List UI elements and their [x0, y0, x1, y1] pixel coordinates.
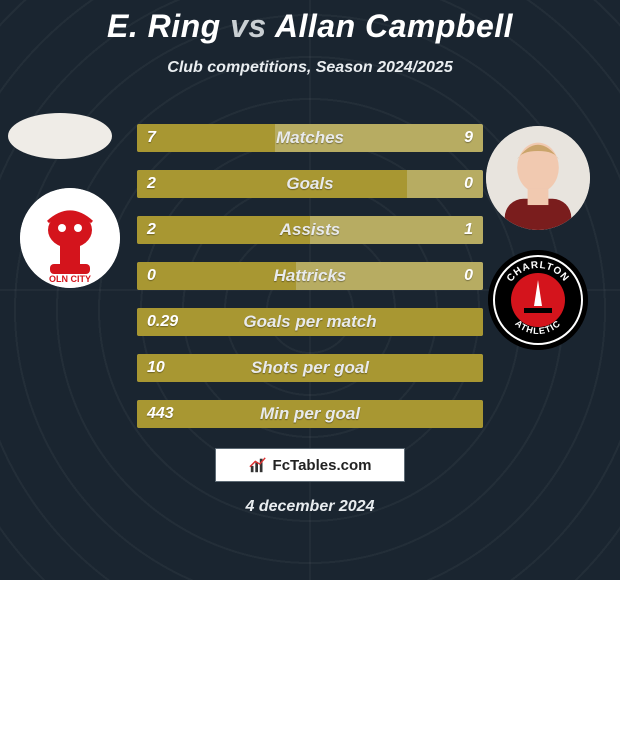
stat-row: Matches7 9: [137, 124, 483, 152]
stat-label: Goals per match: [137, 308, 483, 336]
stat-value-left: 10: [147, 354, 165, 382]
stat-label: Goals: [137, 170, 483, 198]
stat-label: Assists: [137, 216, 483, 244]
stat-label: Hattricks: [137, 262, 483, 290]
stat-value-left: 443: [147, 400, 174, 428]
stat-value-left: 7: [147, 124, 156, 152]
stat-value-right: 1: [464, 216, 473, 244]
stat-row: Goals per match0.29: [137, 308, 483, 336]
date-text: 4 december 2024: [0, 498, 620, 516]
stat-row: Hattricks0 0: [137, 262, 483, 290]
stat-value-right: 9: [464, 124, 473, 152]
stat-row: Min per goal443: [137, 400, 483, 428]
lincoln-city-club-icon: OLN CITY: [20, 188, 120, 288]
stat-row: Goals2 0: [137, 170, 483, 198]
bar-chart-icon: [249, 456, 267, 474]
stat-value-right: 0: [464, 262, 473, 290]
player2-name: Allan Campbell: [275, 8, 513, 44]
player1-avatar: [8, 113, 112, 159]
player2-avatar: [486, 126, 590, 230]
fctables-logo: FcTables.com: [215, 448, 405, 482]
stat-label: Matches: [137, 124, 483, 152]
svg-text:OLN CITY: OLN CITY: [49, 274, 91, 284]
logo-text: FcTables.com: [273, 457, 372, 474]
player1-name: E. Ring: [107, 8, 221, 44]
stat-value-left: 2: [147, 216, 156, 244]
vs-separator: vs: [230, 8, 267, 44]
stat-label: Shots per goal: [137, 354, 483, 382]
stat-value-left: 0: [147, 262, 156, 290]
stats-bars: Matches79Goals20Assists21Hattricks00Goal…: [137, 124, 483, 446]
stat-value-left: 0.29: [147, 308, 178, 336]
stat-value-right: 0: [464, 170, 473, 198]
comparison-title: E. Ring vs Allan Campbell: [0, 0, 620, 45]
stat-row: Shots per goal10: [137, 354, 483, 382]
subtitle: Club competitions, Season 2024/2025: [0, 59, 620, 77]
stat-label: Min per goal: [137, 400, 483, 428]
stat-row: Assists2 1: [137, 216, 483, 244]
charlton-athletic-club-icon: CHARLTON ATHLETIC: [488, 250, 588, 350]
stat-value-left: 2: [147, 170, 156, 198]
